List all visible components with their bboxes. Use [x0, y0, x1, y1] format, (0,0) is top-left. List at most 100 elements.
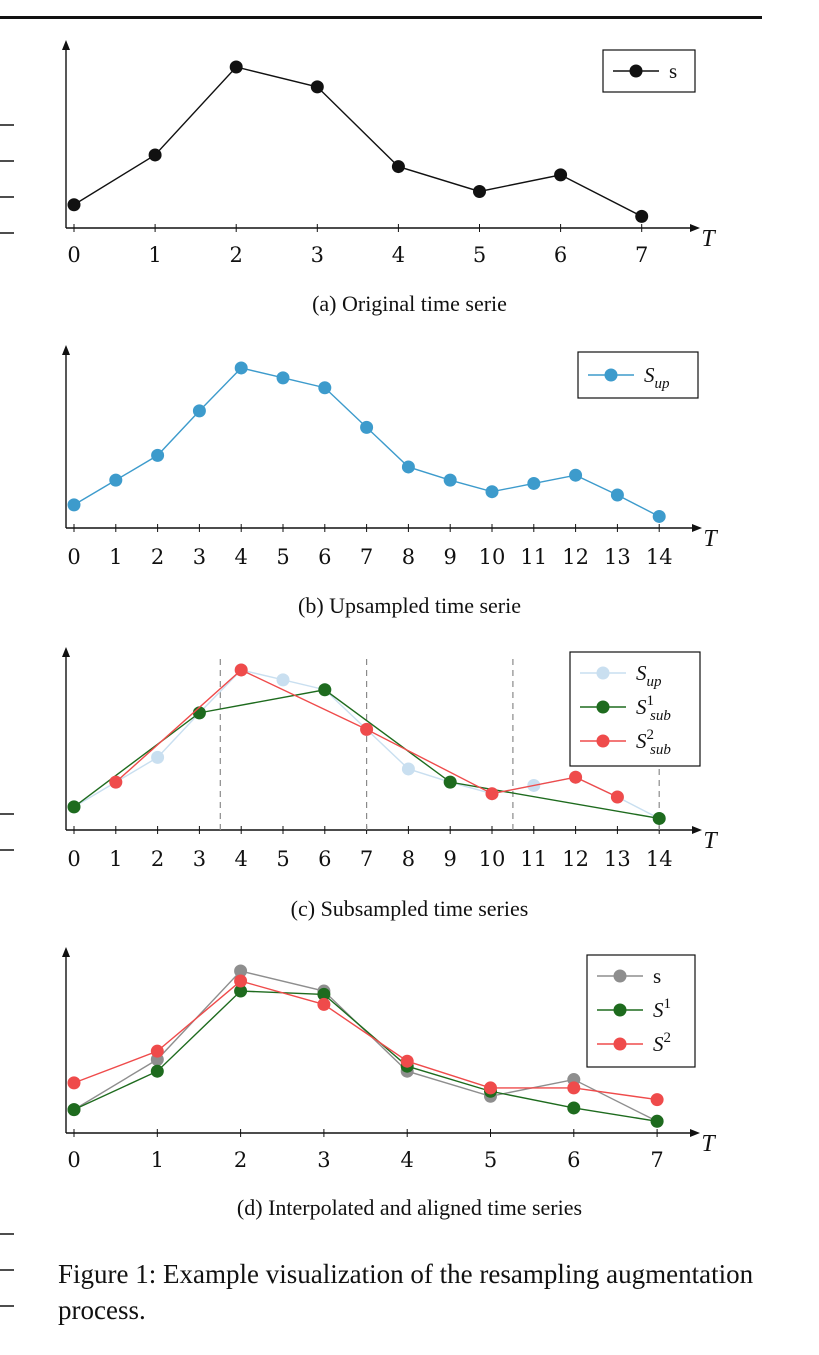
data-point: [229, 60, 243, 74]
caption-a: (a) Original time serie: [312, 291, 507, 316]
data-point: [234, 974, 248, 988]
data-point: [610, 488, 624, 502]
data-point: [67, 1076, 81, 1090]
x-tick-label: 10: [479, 847, 506, 871]
data-point: [567, 1081, 581, 1095]
data-point: [569, 468, 583, 482]
x-tick-label: 6: [318, 847, 331, 871]
data-point: [151, 750, 165, 764]
data-point: [310, 80, 324, 94]
x-axis-arrowhead: [692, 524, 702, 532]
chart-a-original: 0 1 2 3 4 5 6 7 Ts: [62, 40, 716, 267]
legend-label: S1: [653, 996, 671, 1022]
x-tick-label: 6: [318, 545, 331, 569]
top-rule: [0, 16, 762, 19]
data-point: [109, 775, 123, 789]
legend: s S1 S2: [586, 954, 696, 1068]
legend-label: S1 sub: [636, 693, 671, 724]
caption-d: (d) Interpolated and aligned time series: [236, 1195, 583, 1220]
x-tick-label: 0: [67, 847, 80, 871]
x-tick-label: 7: [635, 243, 648, 267]
legend-marker: [596, 700, 610, 714]
data-point: [234, 361, 248, 375]
x-tick-label: 6: [554, 243, 567, 267]
data-point: [276, 371, 290, 385]
data-point: [276, 673, 290, 687]
x-tick-label: 13: [604, 545, 631, 569]
legend-label: Sup: [644, 363, 670, 392]
x-tick-label: 0: [67, 1148, 80, 1172]
x-tick-label: 4: [392, 243, 405, 267]
data-point: [318, 683, 332, 697]
x-axis-label: T: [701, 1131, 716, 1157]
legend-label: S2 sub: [636, 727, 671, 758]
series-line: [73, 980, 658, 1101]
data-point: [485, 485, 499, 499]
data-point: [391, 160, 405, 174]
legend-marker: [604, 368, 618, 382]
x-tick-label: 0: [67, 545, 80, 569]
series-line: [73, 970, 658, 1122]
data-point: [652, 509, 666, 523]
x-tick-label: 0: [67, 243, 80, 267]
data-point: [650, 1114, 664, 1128]
caption-c: (c) Subsampled time series: [290, 896, 529, 921]
legend-marker: [596, 734, 610, 748]
x-tick-label: 10: [479, 545, 506, 569]
data-point: [610, 790, 624, 804]
x-axis-arrowhead: [690, 1129, 700, 1137]
x-tick-label: 2: [234, 1148, 247, 1172]
x-tick-label: 7: [360, 847, 373, 871]
data-point: [527, 476, 541, 490]
series-line: [73, 367, 660, 518]
data-point: [234, 964, 248, 978]
y-axis-arrowhead: [62, 647, 70, 657]
series-line: [115, 669, 618, 798]
x-tick-label: 1: [148, 243, 161, 267]
legend-box: [586, 954, 696, 1068]
x-tick-label: 2: [230, 243, 243, 267]
data-point: [109, 473, 123, 487]
x-axis-label: T: [701, 226, 716, 252]
data-point: [192, 404, 206, 418]
data-point: [360, 420, 374, 434]
data-point: [485, 787, 499, 801]
x-axis-arrowhead: [690, 224, 700, 232]
x-tick-label: 11: [520, 847, 547, 871]
caption-b: (b) Upsampled time serie: [298, 593, 521, 618]
legend-marker: [613, 1037, 627, 1051]
left-margin-text-fragments: [0, 124, 14, 1307]
legend-label: S2: [653, 1030, 671, 1056]
data-point: [67, 1103, 81, 1117]
legend-marker: [629, 64, 643, 78]
data-point: [67, 800, 81, 814]
legend-label: s: [669, 59, 677, 83]
data-point: [192, 706, 206, 720]
x-axis-label: T: [703, 526, 718, 552]
data-point: [401, 460, 415, 474]
x-axis-label: T: [703, 828, 718, 854]
x-tick-label: 8: [402, 545, 415, 569]
data-point: [234, 663, 248, 677]
data-point: [401, 762, 415, 776]
x-tick-label: 14: [646, 847, 673, 871]
data-point: [400, 1054, 414, 1068]
data-point: [360, 722, 374, 736]
data-point: [317, 997, 331, 1011]
data-point: [650, 1093, 664, 1107]
legend-marker: [596, 666, 610, 680]
data-point: [150, 1064, 164, 1078]
figure-caption: Figure 1: Example visualization of the r…: [58, 1259, 754, 1325]
x-tick-label: 5: [276, 847, 289, 871]
chart-d-interpolated: 0 1 2 3 4 5 6 7 Ts S1 S2: [62, 947, 716, 1172]
legend: s: [602, 49, 696, 93]
series-line: [73, 990, 658, 1123]
data-point: [443, 775, 457, 789]
x-tick-label: 4: [401, 1148, 414, 1172]
x-tick-label: 5: [473, 243, 486, 267]
x-tick-label: 1: [109, 545, 122, 569]
data-point: [554, 168, 568, 182]
x-tick-label: 3: [311, 243, 324, 267]
data-point: [484, 1081, 497, 1095]
